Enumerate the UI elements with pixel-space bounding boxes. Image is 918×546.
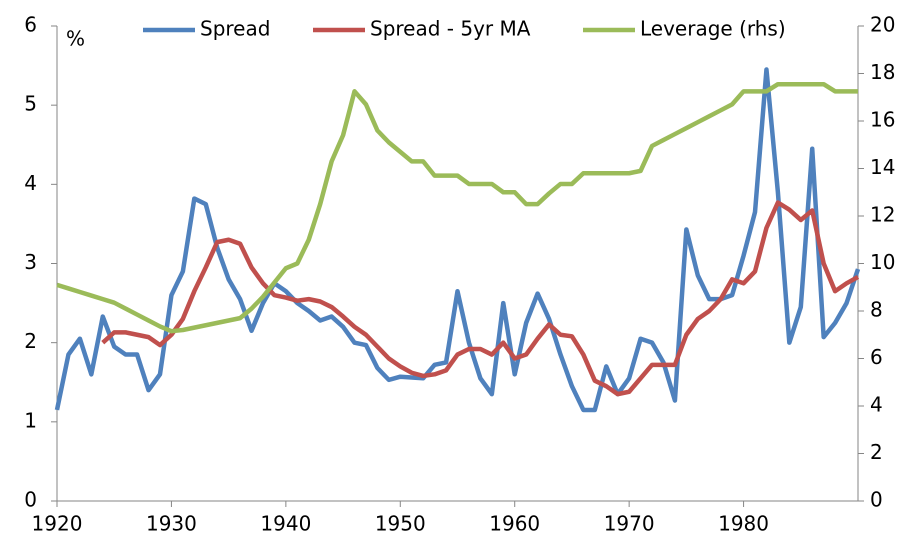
y-tick-label: 0 [24, 488, 37, 512]
y2-tick-label: 20 [870, 13, 895, 37]
y-tick-label: 1 [24, 408, 37, 432]
series-line [101, 200, 860, 397]
y-unit-label: % [66, 27, 85, 51]
y-tick-label: 3 [24, 250, 37, 274]
y2-tick-label: 12 [870, 203, 895, 227]
legend-label: Spread [200, 17, 270, 41]
y2-tick-label: 4 [870, 393, 883, 417]
x-tick-label: 1950 [375, 512, 426, 536]
series-line [54, 67, 861, 413]
y2-tick-label: 2 [870, 440, 883, 464]
y2-tick-label: 16 [870, 108, 895, 132]
series-line [56, 81, 858, 334]
x-tick-label: 1940 [260, 512, 311, 536]
x-tick-label: 1960 [489, 512, 540, 536]
x-tick-label: 1970 [604, 512, 655, 536]
y2-tick-label: 0 [870, 488, 883, 512]
y-tick-label: 4 [24, 171, 37, 195]
x-tick-label: 1920 [32, 512, 83, 536]
y-tick-label: 6 [24, 13, 37, 37]
x-tick-label: 1930 [146, 512, 197, 536]
legend-label: Leverage (rhs) [640, 17, 786, 41]
y-tick-label: 5 [24, 92, 37, 116]
y2-tick-label: 10 [870, 250, 895, 274]
y-tick-label: 2 [24, 329, 37, 353]
y2-tick-label: 6 [870, 345, 883, 369]
legend-label: Spread - 5yr MA [370, 17, 531, 41]
y2-tick-label: 8 [870, 298, 883, 322]
y2-tick-label: 14 [870, 155, 895, 179]
y2-tick-label: 18 [870, 60, 895, 84]
x-tick-label: 1980 [718, 512, 769, 536]
